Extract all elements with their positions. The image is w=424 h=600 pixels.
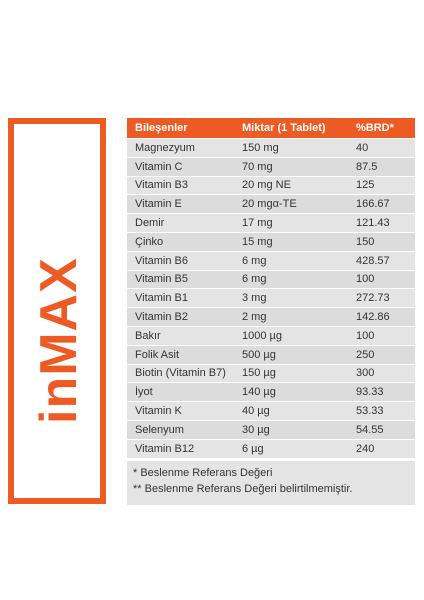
ingredient-cell: Çinko <box>135 235 164 248</box>
ingredient-cell: Selenyum <box>135 423 184 436</box>
footnote: * Beslenme Referans Değeri <box>133 466 273 479</box>
table-row: Vitamin C 70 mg 87.5 <box>127 157 415 177</box>
brd-cell: 121.43 <box>356 217 390 230</box>
inmax-logo: inMAX <box>30 257 88 424</box>
table-row: İyot 140 µg 93.33 <box>127 383 415 403</box>
amount-cell: 150 µg <box>242 367 276 380</box>
table-row: Vitamin E 20 mgα-TE 166.67 <box>127 195 415 215</box>
header-ingredient: Bileşenler <box>135 122 188 134</box>
table-row: Biotin (Vitamin B7) 150 µg 300 <box>127 364 415 384</box>
brd-cell: 53.33 <box>356 405 384 418</box>
ingredient-cell: Vitamin B6 <box>135 254 188 267</box>
amount-cell: 3 mg <box>242 292 267 305</box>
table-row: Demir 17 mg 121.43 <box>127 214 415 233</box>
brd-cell: 150 <box>356 235 375 248</box>
amount-cell: 30 µg <box>242 423 270 436</box>
logo-text: inMAX <box>30 257 88 424</box>
table-row: Vitamin K 40 µg 53.33 <box>127 402 415 421</box>
brand-frame: inMAX <box>8 118 106 504</box>
ingredient-cell: İyot <box>135 386 153 399</box>
amount-cell: 15 mg <box>242 235 273 248</box>
table-row: Bakır 1000 µg 100 <box>127 326 415 346</box>
amount-cell: 500 µg <box>242 348 276 361</box>
ingredient-cell: Vitamin B5 <box>135 273 188 286</box>
ingredient-cell: Vitamin B12 <box>135 442 195 455</box>
brd-cell: 166.67 <box>356 198 390 211</box>
table-row: Vitamin B3 20 mg NE 125 <box>127 176 415 196</box>
amount-cell: 1000 µg <box>242 329 282 342</box>
brd-cell: 300 <box>356 367 375 380</box>
footnote: ** Beslenme Referans Değeri belirtilmemi… <box>133 482 353 495</box>
header-brd: %BRD* <box>356 122 394 134</box>
brd-cell: 428.57 <box>356 254 390 267</box>
table-row: Vitamin B12 6 µg 240 <box>127 439 415 459</box>
table-row: Vitamin B2 2 mg 142.86 <box>127 308 415 327</box>
brd-cell: 125 <box>356 179 375 192</box>
ingredient-cell: Demir <box>135 217 165 230</box>
brd-cell: 100 <box>356 329 375 342</box>
amount-cell: 6 µg <box>242 442 264 455</box>
amount-cell: 150 mg <box>242 141 279 154</box>
nutrition-table: Bileşenler Miktar (1 Tablet) %BRD* Magne… <box>127 118 415 505</box>
table-row: Vitamin B6 6 mg 428.57 <box>127 251 415 271</box>
table-row: Magnezyum 150 mg 40 <box>127 139 415 158</box>
ingredient-cell: Vitamin K <box>135 405 182 418</box>
ingredient-cell: Vitamin C <box>135 160 183 173</box>
table-row: Selenyum 30 µg 54.55 <box>127 420 415 440</box>
ingredient-cell: Vitamin E <box>135 198 182 211</box>
header-amount: Miktar (1 Tablet) <box>242 122 326 134</box>
table-header-row: Bileşenler Miktar (1 Tablet) %BRD* <box>127 118 415 139</box>
table-row: Vitamin B5 6 mg 100 <box>127 270 415 290</box>
brd-cell: 40 <box>356 141 369 154</box>
ingredient-cell: Vitamin B2 <box>135 311 188 324</box>
ingredient-cell: Folik Asit <box>135 348 180 361</box>
amount-cell: 6 mg <box>242 273 267 286</box>
table-row: Folik Asit 500 µg 250 <box>127 345 415 365</box>
table-row: Vitamin B1 3 mg 272.73 <box>127 289 415 309</box>
brd-cell: 250 <box>356 348 375 361</box>
brd-cell: 272.73 <box>356 292 390 305</box>
amount-cell: 17 mg <box>242 217 273 230</box>
amount-cell: 2 mg <box>242 311 267 324</box>
amount-cell: 40 µg <box>242 405 270 418</box>
amount-cell: 6 mg <box>242 254 267 267</box>
ingredient-cell: Magnezyum <box>135 141 195 154</box>
brd-cell: 240 <box>356 442 375 455</box>
amount-cell: 20 mgα-TE <box>242 198 297 211</box>
table-rows: Bileşenler Miktar (1 Tablet) %BRD* Magne… <box>127 118 415 459</box>
ingredient-cell: Vitamin B3 <box>135 179 188 192</box>
amount-cell: 70 mg <box>242 160 273 173</box>
amount-cell: 20 mg NE <box>242 179 291 192</box>
brd-cell: 142.86 <box>356 311 390 324</box>
ingredient-cell: Vitamin B1 <box>135 292 188 305</box>
brd-cell: 93.33 <box>356 386 384 399</box>
brd-cell: 87.5 <box>356 160 378 173</box>
ingredient-cell: Biotin (Vitamin B7) <box>135 367 226 380</box>
amount-cell: 140 µg <box>242 386 276 399</box>
brd-cell: 100 <box>356 273 375 286</box>
table-row: Çinko 15 mg 150 <box>127 232 415 252</box>
ingredient-cell: Bakır <box>135 329 161 342</box>
footnotes: * Beslenme Referans Değeri ** Beslenme R… <box>127 460 415 505</box>
brd-cell: 54.55 <box>356 423 384 436</box>
